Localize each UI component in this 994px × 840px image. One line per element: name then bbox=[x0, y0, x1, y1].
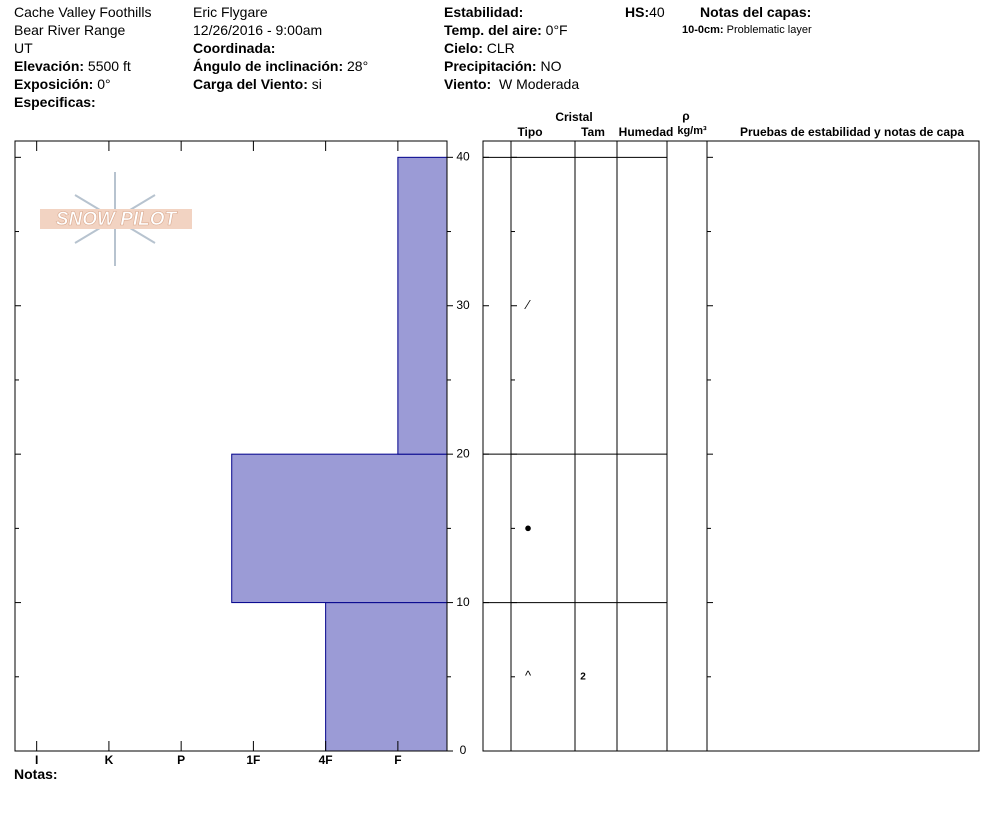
y-tick-label: 0 bbox=[460, 743, 467, 757]
x-tick-label: K bbox=[105, 753, 114, 767]
label: Especificas: bbox=[14, 94, 96, 110]
col-header: Cristal bbox=[555, 110, 592, 124]
sky: Cielo: CLR bbox=[444, 40, 515, 56]
observer: Eric Flygare bbox=[193, 4, 268, 20]
col-header: ρ bbox=[682, 109, 689, 123]
location: Cache Valley Foothills bbox=[14, 4, 152, 20]
label: Carga del Viento: bbox=[193, 76, 308, 92]
hardness-bar bbox=[325, 602, 448, 752]
layer-notes: Notas del capas: bbox=[700, 4, 811, 20]
x-tick-label: F bbox=[394, 753, 401, 767]
value: 40 bbox=[649, 4, 665, 20]
value: 0°F bbox=[545, 22, 568, 38]
label: Exposición: bbox=[14, 76, 94, 92]
layer-note: 10-0cm: Problematic layer bbox=[682, 24, 812, 36]
grain-type: ^ bbox=[525, 668, 532, 683]
grain-size: 2 bbox=[580, 671, 586, 682]
wind: Viento: W Moderada bbox=[444, 76, 579, 92]
air-temp: Temp. del aire: 0°F bbox=[444, 22, 568, 38]
grain-type: ● bbox=[524, 520, 532, 535]
label: Precipitación: bbox=[444, 58, 537, 74]
col-header: Tipo bbox=[517, 125, 542, 139]
label: Viento: bbox=[444, 76, 492, 92]
label: Elevación: bbox=[14, 58, 85, 74]
precip: Precipitación: NO bbox=[444, 58, 561, 74]
stability: Estabilidad: bbox=[444, 4, 523, 20]
hardness-bar bbox=[231, 453, 448, 604]
logo-text: SNOW PILOT bbox=[56, 209, 178, 230]
value: 5500 ft bbox=[87, 58, 131, 74]
grain-type: ⁄ bbox=[524, 297, 531, 312]
x-tick-label: I bbox=[35, 753, 38, 767]
hs: HS:40 bbox=[625, 4, 665, 20]
elevation: Elevación: 5500 ft bbox=[14, 58, 131, 74]
value: W Moderada bbox=[498, 76, 580, 92]
logo-band bbox=[40, 209, 192, 229]
label: Cielo: bbox=[444, 40, 483, 56]
specifics: Especificas: bbox=[14, 94, 96, 110]
label: Notas del capas: bbox=[700, 4, 812, 20]
label: Temp. del aire: bbox=[444, 22, 542, 38]
slope: Ángulo de inclinación: 28° bbox=[193, 58, 368, 74]
y-tick-label: 20 bbox=[456, 446, 470, 460]
col-header: Tam bbox=[581, 125, 605, 139]
y-tick-label: 10 bbox=[456, 595, 470, 609]
notes: Notas: bbox=[14, 766, 58, 782]
plot-border bbox=[14, 140, 448, 752]
state: UT bbox=[14, 40, 33, 56]
label: Ángulo de inclinación: bbox=[193, 58, 344, 74]
label: Estabilidad: bbox=[444, 4, 524, 20]
range: Bear River Range bbox=[14, 22, 126, 38]
y-tick-label: 30 bbox=[456, 298, 470, 312]
col-header: Humedad bbox=[619, 125, 674, 139]
label: HS: bbox=[625, 4, 650, 20]
value: 28° bbox=[347, 58, 369, 74]
x-tick-label: P bbox=[177, 753, 185, 767]
col-header: kg/m³ bbox=[677, 125, 707, 137]
table-frame bbox=[482, 140, 980, 752]
hardness-bar bbox=[397, 156, 448, 455]
value: CLR bbox=[486, 40, 515, 56]
value: 0° bbox=[97, 76, 111, 92]
label: Coordinada: bbox=[193, 40, 276, 56]
wind-load: Carga del Viento: si bbox=[193, 76, 322, 92]
column-lines bbox=[510, 141, 708, 751]
col-header: Pruebas de estabilidad y notas de capa bbox=[740, 125, 964, 139]
datetime: 12/26/2016 - 9:00am bbox=[193, 22, 323, 38]
label: Notas: bbox=[14, 766, 58, 782]
value: si bbox=[311, 76, 322, 92]
aspect: Exposición: 0° bbox=[14, 76, 111, 92]
y-tick-label: 40 bbox=[456, 149, 470, 163]
value: Problematic layer bbox=[726, 24, 812, 36]
x-tick-label: 4F bbox=[319, 753, 333, 767]
x-tick-label: 1F bbox=[246, 753, 260, 767]
coord: Coordinada: bbox=[193, 40, 275, 56]
value: NO bbox=[540, 58, 562, 74]
label: 10-0cm: bbox=[682, 24, 724, 36]
